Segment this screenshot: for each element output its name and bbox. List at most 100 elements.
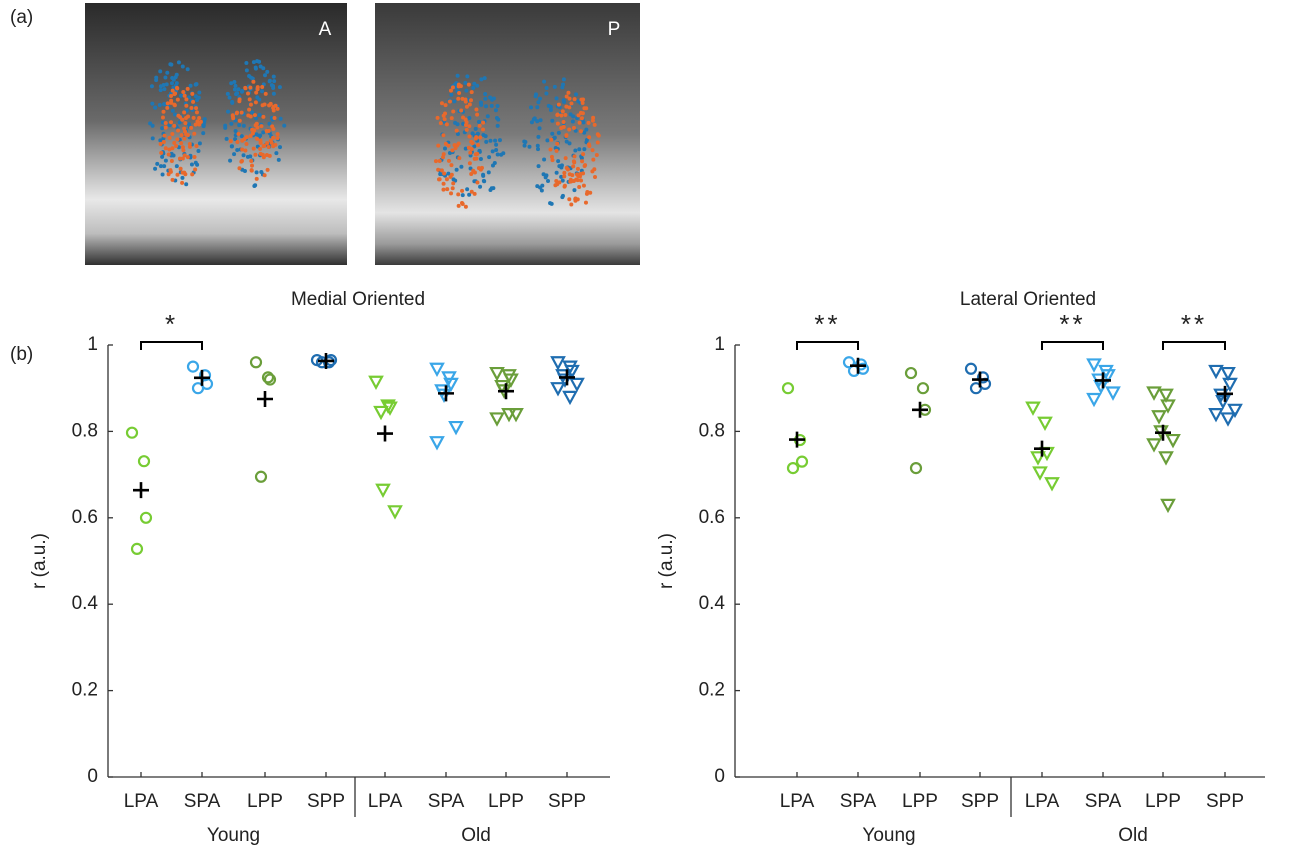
cell-dot <box>544 85 549 90</box>
cell-dot <box>452 99 457 104</box>
cell-dot <box>591 157 596 162</box>
cell-dot <box>230 114 235 119</box>
cell-dot <box>445 187 450 192</box>
cell-dot <box>162 164 167 169</box>
cell-dot <box>563 112 568 117</box>
cell-dot <box>567 197 572 202</box>
cell-dot <box>561 124 566 129</box>
cell-dot <box>570 119 575 124</box>
cell-dot <box>439 101 444 106</box>
x-tick-label: LPP <box>902 791 938 812</box>
cell-dot <box>450 85 455 90</box>
cell-dot <box>223 125 228 130</box>
cell-dot <box>254 90 259 95</box>
data-point <box>387 505 403 520</box>
cell-dot <box>232 87 237 92</box>
cell-dot <box>239 110 244 115</box>
cell-dot <box>469 189 474 194</box>
cell-dot <box>584 137 589 142</box>
cell-dot <box>169 98 174 103</box>
cell-dot <box>454 167 459 172</box>
cell-dots <box>148 59 601 209</box>
cell-dot <box>471 168 476 173</box>
cell-dot <box>236 87 241 92</box>
cell-dot <box>564 166 569 171</box>
cell-dot <box>250 76 255 81</box>
cell-dot <box>594 152 599 157</box>
cell-dot <box>232 152 237 157</box>
cell-dot <box>476 143 481 148</box>
data-point <box>1151 410 1167 425</box>
cell-dot <box>193 94 198 99</box>
cell-dot <box>251 79 256 84</box>
data-point <box>976 371 990 384</box>
cell-dot <box>174 164 179 169</box>
cell-dot <box>267 121 272 126</box>
cell-dot <box>248 114 253 119</box>
cell-dot <box>441 187 446 192</box>
cell-dot <box>239 89 244 94</box>
cell-dot <box>247 97 252 102</box>
cell-dot <box>155 161 160 166</box>
cell-dot <box>441 181 446 186</box>
cell-dot <box>248 133 253 138</box>
cell-dot <box>253 65 258 70</box>
cell-dot <box>548 147 553 152</box>
data-point <box>1105 386 1121 401</box>
cell-dot <box>539 188 544 193</box>
cell-dot <box>463 97 468 102</box>
cell-dot <box>454 128 459 133</box>
cell-dot <box>150 101 155 106</box>
cell-dot <box>446 171 451 176</box>
y-tick-label: 0.4 <box>72 593 99 614</box>
cell-dot <box>236 131 241 136</box>
cell-dot <box>161 82 166 87</box>
cell-dot <box>258 64 263 69</box>
cell-dot <box>168 169 173 174</box>
chart-title: Medial Oriented <box>291 289 425 310</box>
cell-dot <box>436 167 441 172</box>
cell-dot <box>569 202 574 207</box>
cell-dot <box>183 129 188 134</box>
cell-dot <box>184 182 189 187</box>
cell-dot <box>250 163 255 168</box>
mean-marker <box>972 371 988 388</box>
cell-dot <box>447 150 452 155</box>
cell-dot <box>456 141 461 146</box>
cell-dot <box>552 135 557 140</box>
cell-dot <box>475 112 480 117</box>
cell-dot <box>475 151 480 156</box>
cell-dot <box>536 100 541 105</box>
x-tick-label: SPA <box>184 791 221 812</box>
cell-dot <box>248 85 253 90</box>
cell-dot <box>240 138 245 143</box>
cell-dot <box>531 117 536 122</box>
cell-dot <box>261 114 266 119</box>
cell-dot <box>465 187 470 192</box>
cell-dot <box>433 159 438 164</box>
cell-dot <box>499 152 504 157</box>
cell-dot <box>459 108 464 113</box>
cell-dot <box>261 155 266 160</box>
cell-dot <box>595 132 600 137</box>
cell-dot <box>461 115 466 120</box>
cell-dot <box>446 143 451 148</box>
cell-dot <box>466 82 471 87</box>
cell-dot <box>473 126 478 131</box>
cell-dot <box>243 148 248 153</box>
cell-dot <box>255 125 260 130</box>
cell-dot <box>160 126 165 131</box>
data-point <box>562 390 578 406</box>
significance-label: * <box>165 309 178 339</box>
cell-dot <box>575 166 580 171</box>
cell-dot <box>481 127 486 132</box>
cell-dot <box>485 114 490 119</box>
cell-dot <box>550 131 555 136</box>
cell-dot <box>261 130 266 135</box>
cell-dot <box>189 162 194 167</box>
cell-dot <box>167 135 172 140</box>
cell-dot <box>187 141 192 146</box>
cell-dot <box>544 91 549 96</box>
cell-dot <box>182 153 187 158</box>
